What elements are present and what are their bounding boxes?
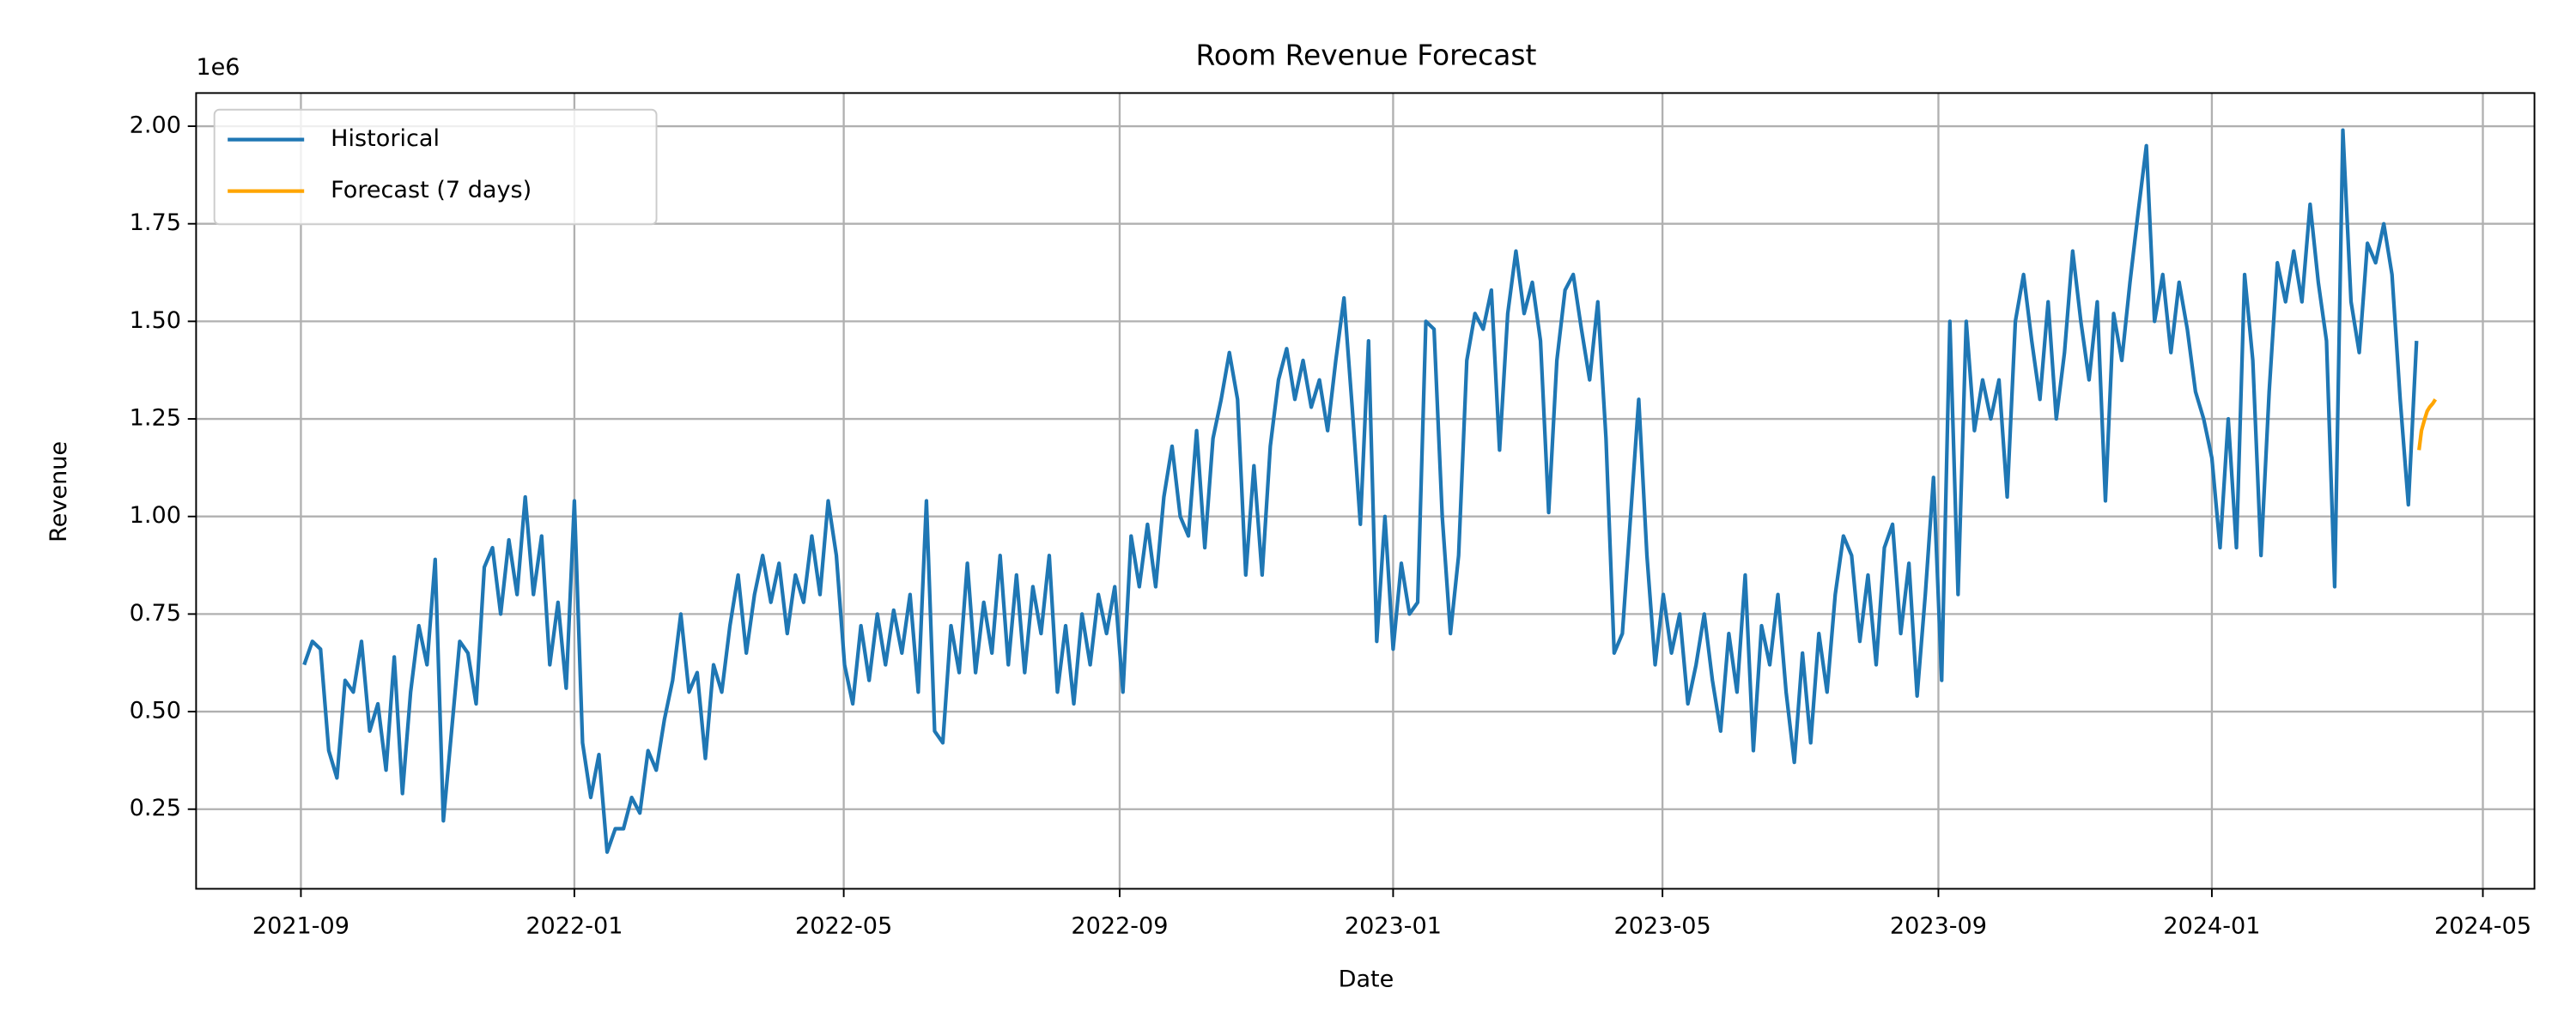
y-offset-label: 1e6 bbox=[196, 54, 240, 81]
x-tick-label: 2021-09 bbox=[252, 913, 349, 940]
y-tick-label: 1.50 bbox=[130, 307, 181, 334]
x-tick-label: 2024-05 bbox=[2434, 913, 2531, 940]
y-tick-label: 0.75 bbox=[130, 600, 181, 627]
legend-label: Historical bbox=[331, 125, 440, 152]
x-tick-label: 2024-01 bbox=[2163, 913, 2260, 940]
x-tick-label: 2023-05 bbox=[1614, 913, 1711, 940]
legend-box bbox=[213, 108, 658, 226]
y-tick-label: 1.25 bbox=[130, 405, 181, 432]
y-tick-label: 2.00 bbox=[130, 112, 181, 139]
y-tick-label: 1.75 bbox=[130, 209, 181, 236]
x-tick-label: 2023-01 bbox=[1345, 913, 1442, 940]
y-axis-label: Revenue bbox=[46, 441, 72, 542]
x-tick-label: 2023-09 bbox=[1890, 913, 1987, 940]
x-tick-label: 2022-09 bbox=[1071, 913, 1168, 940]
legend: Historical Forecast (7 days) bbox=[213, 108, 658, 226]
legend-label: Forecast (7 days) bbox=[331, 177, 532, 203]
y-tick-label: 0.25 bbox=[130, 795, 181, 821]
y-tick-label: 0.50 bbox=[130, 698, 181, 724]
y-tick-label: 1.00 bbox=[130, 502, 181, 529]
data-line bbox=[2417, 398, 2438, 451]
plot-frame bbox=[195, 92, 2536, 890]
x-axis-label: Date bbox=[1339, 966, 1394, 992]
chart-title: Room Revenue Forecast bbox=[1195, 38, 1536, 71]
data-line bbox=[302, 128, 2419, 854]
x-tick-label: 2022-05 bbox=[795, 913, 892, 940]
x-tick-label: 2022-01 bbox=[526, 913, 623, 940]
